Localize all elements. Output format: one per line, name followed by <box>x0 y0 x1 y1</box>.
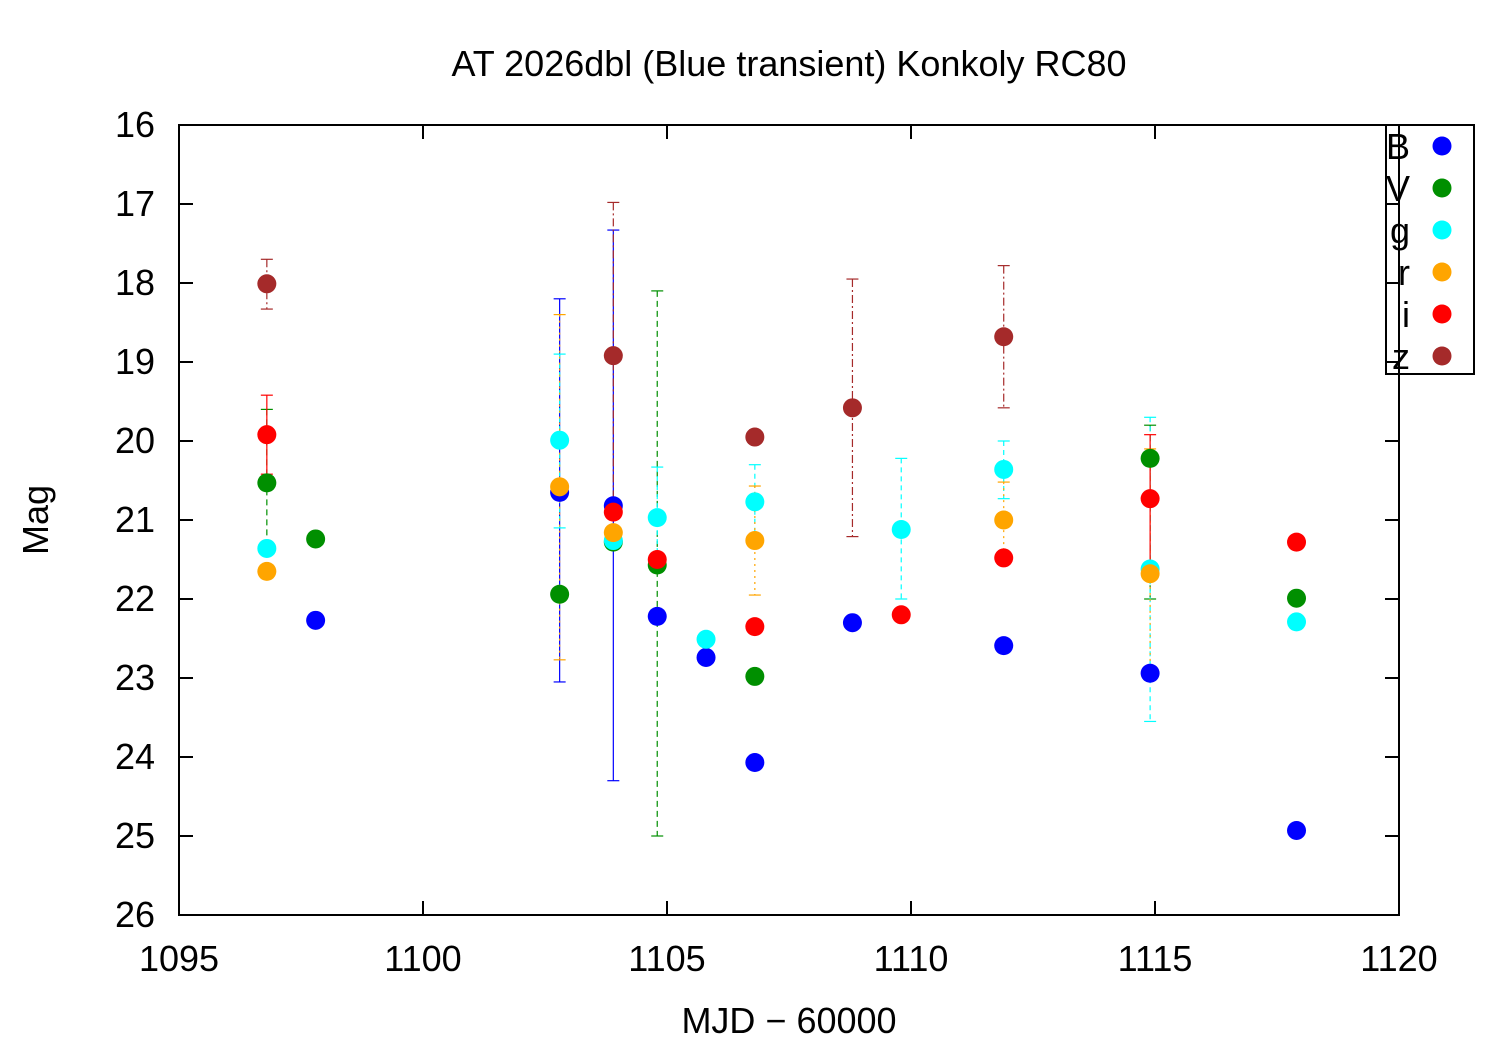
y-tick-label: 19 <box>115 341 155 382</box>
legend-marker-V <box>1432 178 1452 198</box>
x-axis-ticks: 1095 1100 1105 1110 1115 1120 <box>139 125 1438 979</box>
point-i <box>745 617 765 637</box>
point-g <box>647 508 667 528</box>
point-B <box>1287 820 1307 840</box>
legend-box <box>1385 124 1475 375</box>
legend-label-i: i <box>1402 294 1410 335</box>
point-B <box>842 613 862 633</box>
point-g <box>745 492 765 512</box>
point-z <box>257 274 277 294</box>
data-points <box>257 274 1307 840</box>
point-i <box>1140 489 1160 509</box>
legend-label-V: V <box>1386 168 1410 209</box>
y-tick-label: 23 <box>115 657 155 698</box>
point-z <box>842 398 862 418</box>
error-bars <box>260 201 1157 837</box>
x-tick-label: 1095 <box>139 938 219 979</box>
point-B <box>745 753 765 773</box>
point-g <box>891 519 911 539</box>
point-r <box>550 477 570 497</box>
y-axis-label: Mag <box>15 485 56 555</box>
error-bar-g <box>895 457 908 600</box>
point-B <box>647 606 667 626</box>
point-B <box>1140 663 1160 683</box>
point-z <box>603 346 623 366</box>
x-tick-label: 1105 <box>628 938 705 979</box>
chart-title: AT 2026dbl (Blue transient) Konkoly RC80 <box>451 43 1126 84</box>
y-tick-label: 25 <box>115 815 155 856</box>
point-V <box>1287 588 1307 608</box>
point-r <box>257 561 277 581</box>
point-i <box>603 502 623 522</box>
legend-marker-g <box>1432 220 1452 240</box>
point-r <box>1140 564 1160 584</box>
legend-label-r: r <box>1398 252 1410 293</box>
error-bar-z <box>260 258 273 310</box>
legend-label-g: g <box>1390 210 1410 251</box>
x-tick-label: 1120 <box>1360 938 1437 979</box>
point-B <box>696 647 716 667</box>
error-bar-r <box>553 314 566 661</box>
legend-marker-z <box>1432 346 1452 366</box>
point-i <box>257 425 277 445</box>
y-tick-label: 21 <box>115 499 155 540</box>
point-B <box>306 610 326 630</box>
legend-label-B: B <box>1386 126 1410 167</box>
point-i <box>1287 532 1307 552</box>
y-tick-label: 24 <box>115 736 155 777</box>
point-V <box>1140 448 1160 468</box>
point-r <box>994 510 1014 530</box>
point-i <box>994 548 1014 568</box>
point-i <box>647 550 667 569</box>
point-V <box>745 666 765 686</box>
x-tick-label: 1110 <box>874 938 949 979</box>
plot-frame <box>178 124 1400 916</box>
y-axis-ticks: 16 17 18 19 20 21 22 23 24 25 26 <box>115 104 1399 935</box>
x-tick-label: 1100 <box>384 938 461 979</box>
point-V <box>550 584 570 604</box>
y-tick-label: 17 <box>115 183 155 224</box>
legend-label-z: z <box>1392 336 1410 377</box>
point-z <box>745 427 765 447</box>
y-tick-label: 16 <box>115 104 155 145</box>
x-tick-label: 1115 <box>1118 938 1193 979</box>
point-i <box>891 605 911 625</box>
point-B <box>994 636 1014 656</box>
point-z <box>994 327 1014 347</box>
point-r <box>603 523 623 543</box>
legend-marker-r <box>1432 262 1452 282</box>
point-g <box>1287 612 1307 632</box>
legend-marker-B <box>1432 136 1452 156</box>
point-g <box>550 430 570 450</box>
x-axis-label: MJD − 60000 <box>681 1000 896 1041</box>
legend-marker-i <box>1432 304 1452 324</box>
point-V <box>306 529 326 549</box>
point-r <box>745 531 765 551</box>
y-tick-label: 18 <box>115 262 155 303</box>
point-g <box>994 459 1014 479</box>
y-tick-label: 20 <box>115 420 155 461</box>
y-tick-label: 26 <box>115 894 155 935</box>
point-g <box>696 629 716 649</box>
point-V <box>257 473 277 493</box>
point-g <box>257 538 277 558</box>
y-tick-label: 22 <box>115 578 155 619</box>
